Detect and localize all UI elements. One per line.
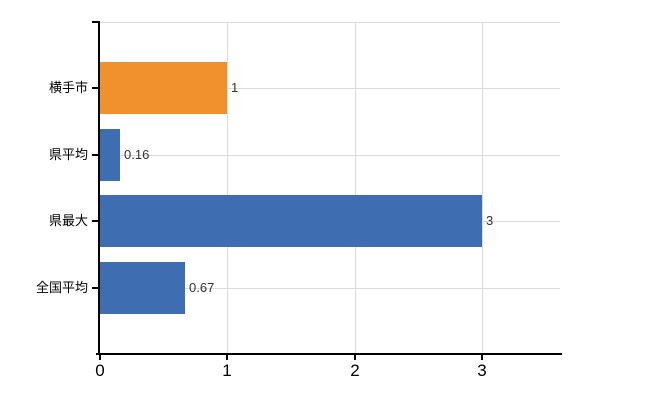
bar [100,129,120,181]
x-axis-tick [481,355,483,360]
x-axis-tick-label: 0 [95,361,105,380]
y-axis-category-label: 横手市 [48,80,88,95]
x-axis-tick-label: 2 [350,361,360,380]
gridline-vertical [482,22,483,354]
y-axis-top-tick [92,21,100,23]
gridline-horizontal [100,88,560,89]
x-axis-tick-label: 3 [477,361,487,380]
gridline-horizontal [100,288,560,289]
bar-value-label: 3 [486,213,494,228]
gridline-horizontal [100,155,560,156]
bar [100,195,482,247]
bar [100,262,185,314]
x-axis-tick [354,355,356,360]
plot-top-border [100,22,560,23]
bar [100,62,227,114]
bar-value-label: 1 [231,80,239,95]
y-axis-category-tick [92,87,98,89]
bar-value-label: 0.67 [189,280,215,295]
y-axis-category-tick [92,220,98,222]
gridline-vertical [355,22,356,354]
gridline-vertical [227,22,228,354]
y-axis-category-label: 県最大 [48,213,88,228]
y-axis-spine [98,22,100,353]
y-axis-category-tick [92,154,98,156]
x-axis-line [96,353,562,355]
x-axis-tick [99,355,101,360]
x-axis-tick-label: 1 [222,361,232,380]
y-axis-category-label: 県平均 [48,147,88,162]
bar-value-label: 0.16 [124,147,150,162]
y-axis-category-tick [92,287,98,289]
x-axis-tick [226,355,228,360]
y-axis-category-label: 全国平均 [35,280,88,295]
